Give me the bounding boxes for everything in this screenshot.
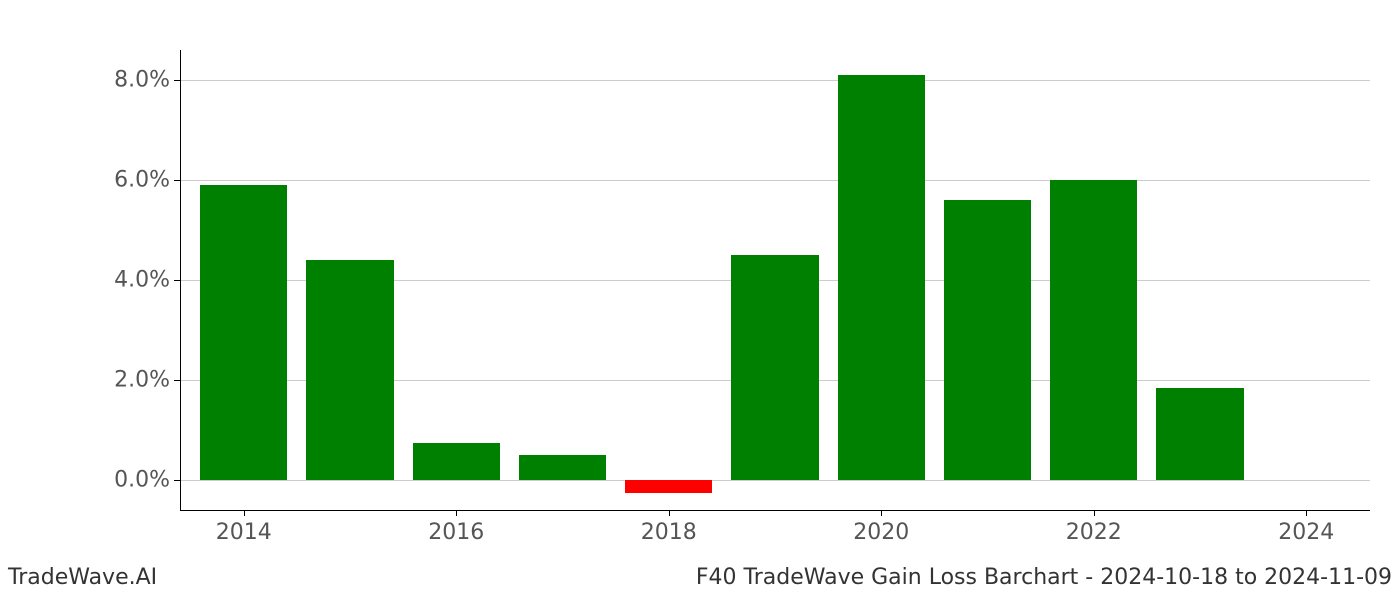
x-tick-label: 2020 xyxy=(853,520,909,545)
x-tick-mark xyxy=(669,510,670,516)
grid-line xyxy=(180,180,1370,181)
y-tick-label: 4.0% xyxy=(90,268,170,293)
grid-line xyxy=(180,480,1370,481)
y-tick-mark xyxy=(174,280,180,281)
x-tick-mark xyxy=(456,510,457,516)
bar xyxy=(731,255,818,480)
x-tick-mark xyxy=(1094,510,1095,516)
bar xyxy=(944,200,1031,480)
bar xyxy=(413,443,500,481)
y-tick-label: 0.0% xyxy=(90,468,170,493)
y-axis-spine xyxy=(180,50,181,510)
y-tick-mark xyxy=(174,480,180,481)
x-tick-label: 2016 xyxy=(428,520,484,545)
x-tick-label: 2018 xyxy=(641,520,697,545)
plot-area xyxy=(180,50,1370,510)
bar xyxy=(838,75,925,480)
y-tick-mark xyxy=(174,180,180,181)
y-tick-mark xyxy=(174,80,180,81)
x-tick-label: 2022 xyxy=(1066,520,1122,545)
y-tick-label: 8.0% xyxy=(90,68,170,93)
x-tick-label: 2014 xyxy=(216,520,272,545)
y-tick-mark xyxy=(174,380,180,381)
bar xyxy=(200,185,287,480)
footer-left-brand: TradeWave.AI xyxy=(8,565,157,590)
x-tick-label: 2024 xyxy=(1278,520,1334,545)
gain-loss-barchart: 0.0% 2.0% 4.0% 6.0% 8.0% 2014 2016 2018 2020 202… xyxy=(0,0,1400,600)
grid-line xyxy=(180,80,1370,81)
footer-right-caption: F40 TradeWave Gain Loss Barchart - 2024-… xyxy=(696,565,1392,590)
x-tick-mark xyxy=(244,510,245,516)
bar xyxy=(306,260,393,480)
bar xyxy=(1156,388,1243,481)
bar xyxy=(625,480,712,493)
bar xyxy=(519,455,606,480)
x-axis-spine xyxy=(180,510,1370,511)
y-tick-label: 6.0% xyxy=(90,168,170,193)
x-tick-mark xyxy=(881,510,882,516)
y-tick-label: 2.0% xyxy=(90,368,170,393)
bar xyxy=(1050,180,1137,480)
x-tick-mark xyxy=(1306,510,1307,516)
